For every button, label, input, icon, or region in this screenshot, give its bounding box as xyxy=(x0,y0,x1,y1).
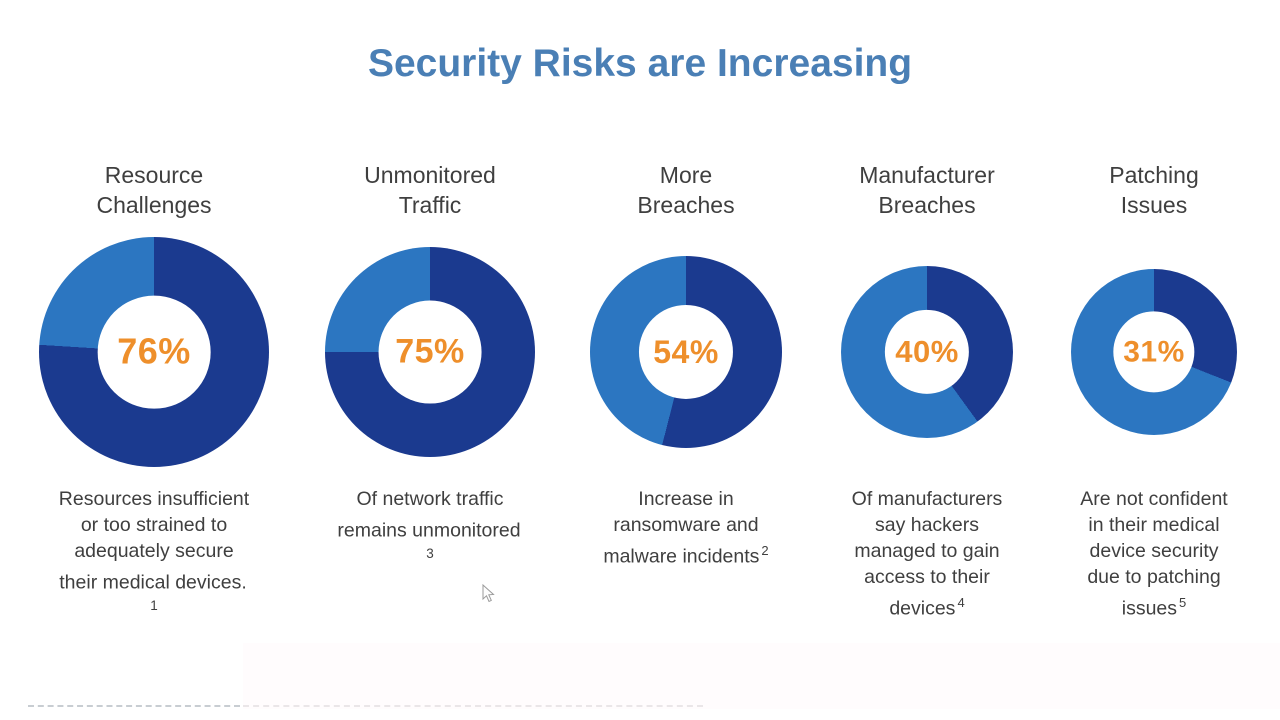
page-title: Security Risks are Increasing xyxy=(367,42,913,85)
bottom-dashed-divider-faint xyxy=(243,705,703,707)
donut-value: 75% xyxy=(395,332,465,371)
chart-column-more-breaches: More Breaches 54% Increase in ransomware… xyxy=(571,160,801,571)
chart-column-patching-issues: Patching Issues 31% Are not confident in… xyxy=(1044,160,1264,623)
chart-heading: Resource Challenges xyxy=(96,162,212,218)
footnote-marker-below: 3 xyxy=(426,545,434,561)
caption-text: Increase in ransomware and malware incid… xyxy=(603,488,760,568)
donut-chart: 76% xyxy=(39,237,269,467)
chart-caption: Of manufacturers say hackers managed to … xyxy=(817,486,1037,622)
donut-wrap: 31% xyxy=(1044,232,1264,472)
donut-wrap: 54% xyxy=(571,232,801,472)
donut-chart: 75% xyxy=(325,247,535,457)
bottom-dashed-divider xyxy=(28,705,240,707)
caption-text: Resources insufficient or too strained t… xyxy=(58,488,250,594)
donut-value: 31% xyxy=(1123,334,1185,368)
donut-wrap: 75% xyxy=(301,232,559,472)
chart-heading: Manufacturer Breaches xyxy=(859,162,995,218)
donut-value: 40% xyxy=(895,333,959,369)
donut-hole: 31% xyxy=(1113,311,1195,393)
donut-hole: 76% xyxy=(97,295,211,409)
donut-chart: 54% xyxy=(590,256,782,448)
donut-wrap: 76% xyxy=(24,232,284,472)
donut-chart: 40% xyxy=(841,266,1013,438)
caption-text: Are not confident in their medical devic… xyxy=(1080,488,1228,620)
donut-value: 54% xyxy=(653,333,719,370)
footnote-marker: 4 xyxy=(957,595,965,610)
chart-caption: Resources insufficient or too strained t… xyxy=(24,486,284,614)
donut-chart: 31% xyxy=(1071,269,1237,435)
footnote-marker: 2 xyxy=(761,543,769,558)
donut-hole: 54% xyxy=(638,304,734,400)
donut-wrap: 40% xyxy=(817,232,1037,472)
donut-value: 76% xyxy=(117,331,191,372)
chart-caption: Are not confident in their medical devic… xyxy=(1044,486,1264,622)
donut-hole: 40% xyxy=(884,309,970,395)
chart-column-manufacturer-breaches: Manufacturer Breaches 40% Of manufacture… xyxy=(817,160,1037,623)
chart-caption: Of network traffic remains unmonitored 3 xyxy=(301,486,559,562)
chart-heading: More Breaches xyxy=(637,162,735,218)
chart-heading: Unmonitored Traffic xyxy=(364,162,496,218)
caption-text: Of network traffic remains unmonitored xyxy=(337,488,521,542)
caption-text: Of manufacturers say hackers managed to … xyxy=(851,488,1003,620)
faint-background-block xyxy=(243,643,1280,709)
chart-column-unmonitored-traffic: Unmonitored Traffic 75% Of network traff… xyxy=(301,160,559,562)
chart-caption: Increase in ransomware and malware incid… xyxy=(571,486,801,570)
chart-column-resource-challenges: Resource Challenges 76% Resources insuff… xyxy=(24,160,284,614)
footnote-marker-below: 1 xyxy=(150,597,158,613)
mouse-cursor-icon xyxy=(482,584,495,603)
chart-heading: Patching Issues xyxy=(1109,162,1199,218)
footnote-marker: 5 xyxy=(1179,595,1187,610)
donut-hole: 75% xyxy=(378,300,482,404)
